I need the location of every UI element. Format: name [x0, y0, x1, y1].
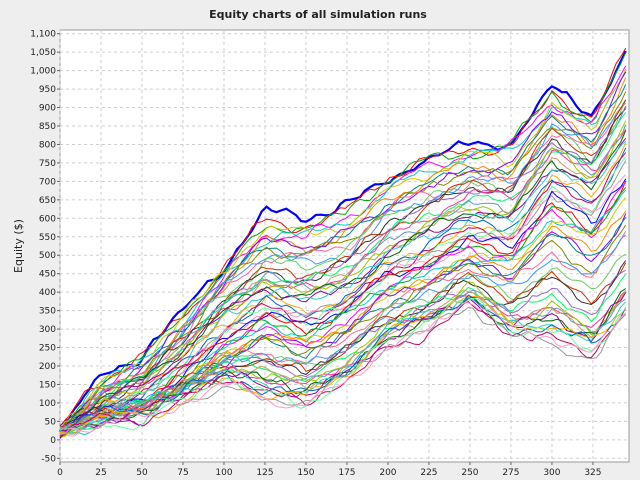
y-tick-label: 600	[39, 214, 56, 224]
x-tick-label: 75	[177, 468, 188, 478]
y-tick-label: 550	[39, 233, 56, 243]
y-tick-label: 700	[39, 177, 56, 187]
equity-series-line	[59, 273, 627, 432]
equity-series-line	[59, 102, 627, 431]
y-tick-label: 850	[39, 122, 56, 132]
y-tick-label: 150	[39, 380, 56, 390]
equity-series-line	[59, 281, 627, 437]
x-tick-label: 25	[95, 468, 106, 478]
y-tick-label: 1,000	[30, 67, 56, 77]
x-tick-label: 50	[136, 468, 148, 478]
y-tick-label: 1,050	[30, 48, 56, 58]
y-tick-label: 500	[39, 251, 56, 261]
x-tick-label: 0	[57, 468, 63, 478]
y-tick-label: 450	[39, 270, 56, 280]
x-tick-label: 200	[379, 468, 396, 478]
y-tick-label: 950	[39, 85, 56, 95]
equity-series-line	[59, 288, 626, 431]
equity-series-group	[59, 47, 627, 439]
y-tick-label: 50	[45, 417, 57, 427]
y-tick-label: 300	[39, 325, 56, 335]
equity-series-line	[59, 302, 627, 435]
y-tick-label: 800	[39, 140, 56, 150]
y-tick-label: 200	[39, 362, 56, 372]
equity-series-line	[59, 68, 627, 438]
x-tick-label: 325	[584, 468, 601, 478]
equity-series-line	[59, 140, 627, 435]
x-tick-label: 100	[215, 468, 232, 478]
y-tick-label: 350	[39, 307, 56, 317]
equity-series-line	[59, 156, 627, 431]
equity-series-line	[59, 296, 627, 432]
equity-series-line	[59, 137, 627, 432]
y-tick-label: 750	[39, 159, 56, 169]
x-tick-label: 225	[420, 468, 437, 478]
y-tick-label: -50	[41, 454, 56, 464]
x-tick-label: 250	[461, 468, 478, 478]
equity-series-line	[59, 180, 627, 436]
y-tick-label: 400	[39, 288, 56, 298]
equity-series-line	[59, 147, 627, 435]
y-tick-label: 250	[39, 344, 56, 354]
equity-series-line	[59, 128, 627, 436]
x-tick-label: 125	[256, 468, 273, 478]
y-tick-label: 0	[50, 436, 56, 446]
x-tick-label: 150	[297, 468, 314, 478]
equity-series-line	[59, 289, 627, 437]
equity-series-line	[59, 292, 627, 432]
equity-series-line	[59, 224, 627, 429]
equity-series-line	[59, 160, 627, 435]
equity-series-line	[59, 99, 627, 431]
equity-series-line	[59, 128, 627, 430]
y-tick-label: 900	[39, 104, 56, 114]
equity-series-line	[59, 84, 627, 431]
chart-title: Equity charts of all simulation runs	[209, 8, 427, 21]
y-tick-label: 650	[39, 196, 56, 206]
y-tick-label: 100	[39, 399, 56, 409]
x-tick-label: 175	[338, 468, 355, 478]
y-axis-label: Equity ($)	[12, 219, 25, 273]
equity-series-line	[59, 300, 627, 438]
equity-series-line	[59, 52, 627, 431]
equity-series-line	[59, 120, 627, 431]
x-axis-ticks: 0 25 50 75 100 125 150 175 200 225 250 275 300 325	[57, 462, 602, 478]
x-tick-label: 275	[502, 468, 519, 478]
x-tick-label: 300	[543, 468, 560, 478]
y-tick-label: 1,100	[30, 30, 56, 40]
equity-series-line	[59, 91, 627, 434]
y-axis-ticks: -50 0 50 100 150 200 250 300 350 400 450 500 550 600 6…	[30, 30, 60, 464]
